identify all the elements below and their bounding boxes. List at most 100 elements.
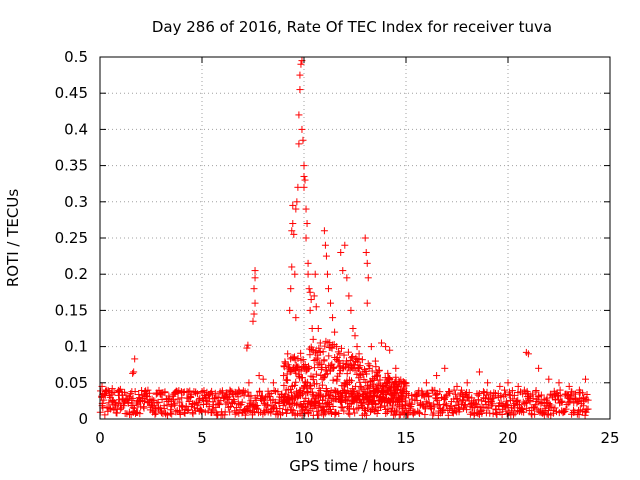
data-point [343, 274, 351, 282]
data-point [374, 371, 382, 379]
data-point [358, 356, 366, 364]
data-point [555, 379, 563, 387]
data-point [281, 397, 289, 405]
data-point [255, 372, 263, 380]
data-point [373, 409, 381, 417]
data-point [292, 378, 300, 386]
x-tick-label: 10 [294, 429, 313, 447]
data-point [131, 404, 139, 412]
data-point [355, 350, 363, 358]
data-point [304, 259, 312, 267]
data-point [251, 267, 259, 275]
data-point [269, 379, 277, 387]
data-point [321, 241, 329, 249]
data-point [300, 172, 308, 180]
data-point [375, 367, 383, 375]
data-point [178, 388, 186, 396]
data-point [365, 384, 373, 392]
data-point [355, 365, 363, 373]
data-point [290, 353, 298, 361]
data-point [270, 387, 278, 395]
data-point [126, 393, 134, 401]
data-point [474, 391, 482, 399]
data-point [308, 346, 316, 354]
data-point [545, 375, 553, 383]
data-point [492, 409, 500, 417]
data-point [156, 404, 164, 412]
data-point [195, 396, 203, 404]
data-point [130, 368, 138, 376]
data-point [353, 343, 361, 351]
data-point [274, 388, 282, 396]
data-point [551, 404, 559, 412]
data-points [96, 57, 592, 419]
data-point [158, 396, 166, 404]
data-point [371, 399, 379, 407]
data-point [186, 387, 194, 395]
data-point [565, 382, 573, 390]
data-point [383, 408, 391, 416]
data-point [347, 306, 355, 314]
data-point [245, 379, 253, 387]
data-point [289, 201, 297, 209]
data-point [332, 409, 340, 417]
data-point [298, 374, 306, 382]
y-tick-label: 0.5 [64, 48, 88, 66]
x-tick-label: 15 [396, 429, 415, 447]
data-point [382, 343, 390, 351]
data-point [196, 406, 204, 414]
data-point [129, 394, 137, 402]
data-point [304, 270, 312, 278]
data-point [303, 220, 311, 228]
data-point [436, 388, 444, 396]
data-point [264, 401, 272, 409]
data-point [306, 351, 314, 359]
data-point [350, 395, 358, 403]
data-point [398, 392, 406, 400]
data-point [386, 346, 394, 354]
data-point [291, 381, 299, 389]
data-point [463, 379, 471, 387]
data-point [313, 407, 321, 415]
data-point [243, 344, 251, 352]
data-point [348, 354, 356, 362]
data-point [287, 285, 295, 293]
data-point [524, 350, 532, 358]
data-point [556, 386, 564, 394]
data-point [520, 408, 528, 416]
data-point [335, 357, 343, 365]
data-point [441, 364, 449, 372]
data-point [162, 410, 170, 418]
data-point [537, 391, 545, 399]
data-point [110, 388, 118, 396]
data-point [321, 342, 329, 350]
data-point [343, 370, 351, 378]
data-point [333, 353, 341, 361]
data-point [575, 386, 583, 394]
data-point [386, 375, 394, 383]
data-point [107, 405, 115, 413]
data-point [127, 390, 135, 398]
data-point [344, 409, 352, 417]
data-point [316, 339, 324, 347]
data-point [543, 410, 551, 418]
data-point [510, 391, 518, 399]
data-point [131, 388, 139, 396]
data-point [344, 348, 352, 356]
data-point [486, 409, 494, 417]
data-point [342, 396, 350, 404]
data-point [458, 386, 466, 394]
data-point [338, 404, 346, 412]
data-point [226, 408, 234, 416]
data-point [315, 384, 323, 392]
data-point [304, 410, 312, 418]
data-point [430, 403, 438, 411]
data-point [253, 401, 261, 409]
data-point [360, 398, 368, 406]
data-point [271, 398, 279, 406]
data-point [324, 399, 332, 407]
data-point [341, 241, 349, 249]
data-point [247, 392, 255, 400]
data-point [402, 388, 410, 396]
data-point [345, 292, 353, 300]
